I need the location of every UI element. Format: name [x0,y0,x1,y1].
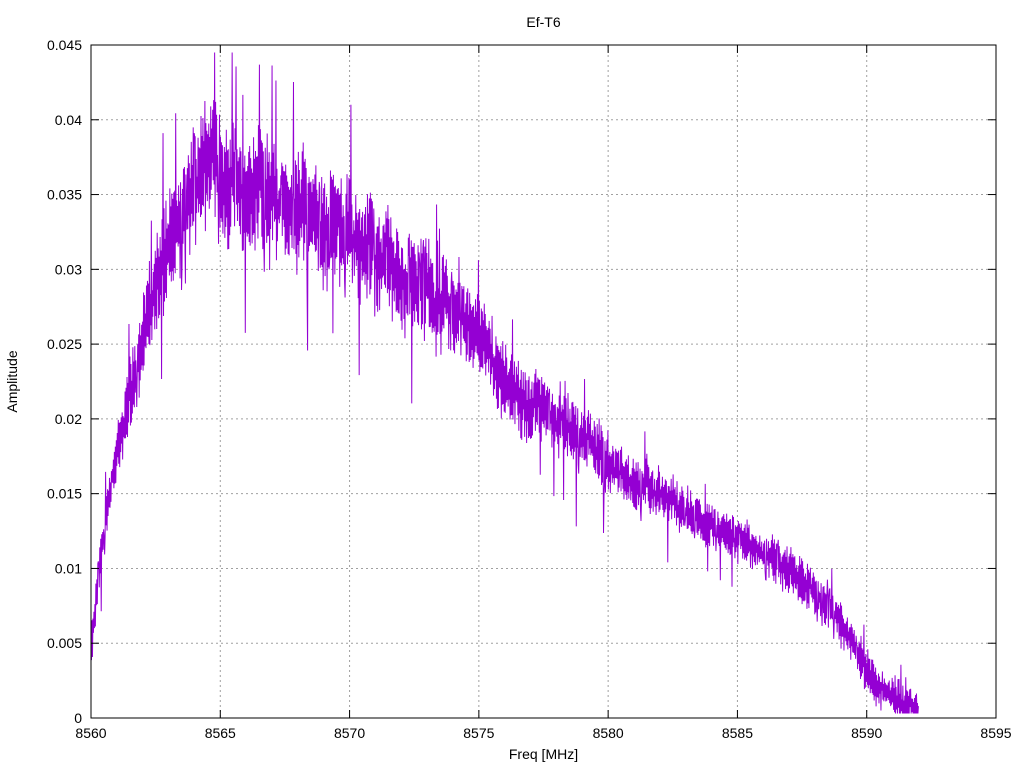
x-tick-label: 8585 [722,725,753,741]
y-tick-label: 0.015 [47,486,82,502]
x-tick-label: 8565 [205,725,236,741]
chart-title: Ef-T6 [526,14,560,30]
x-tick-label: 8580 [593,725,624,741]
amplitude-series-line [90,52,919,714]
ticks-layer: 8560 8565 8570 8575 8580 8585 8590 8595 0 0.005 0.… [47,37,1012,741]
y-tick-label: 0 [74,710,82,726]
plot-frame [90,44,997,719]
x-tick-label: 8590 [851,725,882,741]
y-tick-label: 0.035 [47,187,82,203]
y-tick-label: 0.045 [47,37,82,53]
y-tick-label: 0.04 [55,112,82,128]
y-axis-label: Amplitude [4,350,20,412]
x-tick-label: 8575 [463,725,494,741]
y-tick-label: 0.01 [55,560,82,576]
data-layer [90,52,919,714]
y-tick-label: 0.025 [47,336,82,352]
x-tick-label: 8570 [334,725,365,741]
y-tick-label: 0.02 [55,411,82,427]
x-tick-label: 8560 [75,725,106,741]
y-tick-label: 0.005 [47,635,82,651]
y-tick-label: 0.03 [55,261,82,277]
x-tick-label: 8595 [980,725,1011,741]
x-axis-label: Freq [MHz] [509,746,578,762]
